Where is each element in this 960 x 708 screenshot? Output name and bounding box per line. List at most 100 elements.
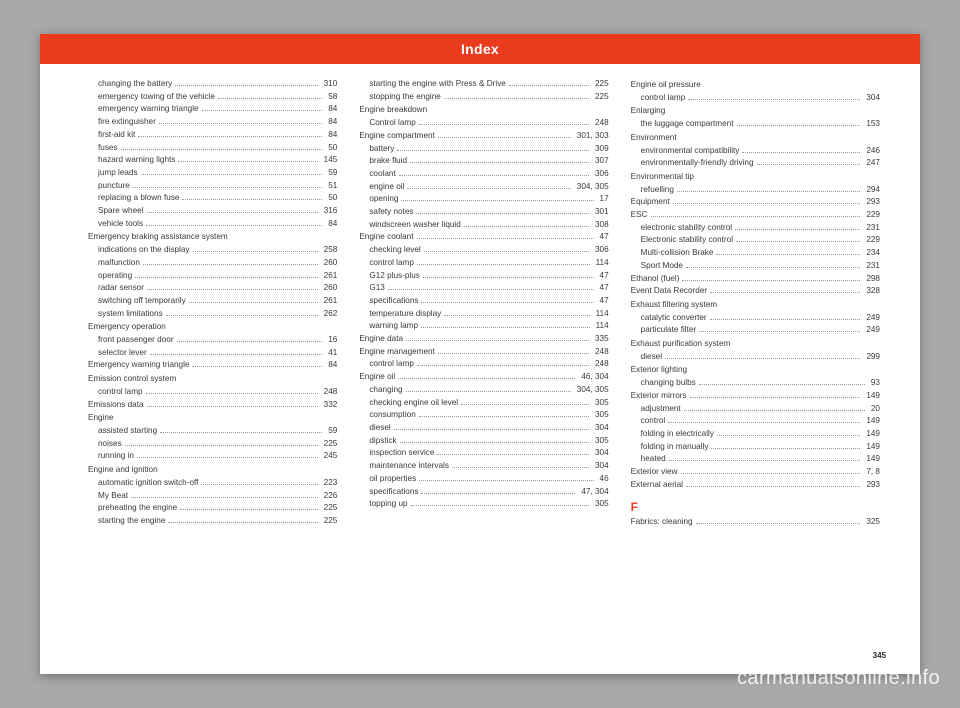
index-entry-label: G13 [369,282,384,295]
leader-dots [147,289,318,290]
leader-dots [696,523,861,524]
index-entry-page: 225 [321,502,338,515]
index-entry-label: coolant [369,168,395,181]
index-entry-page: 305 [592,397,609,410]
index-entry-page: 234 [863,247,880,260]
index-entry-label: preheating the engine [98,502,177,515]
index-entry: Engine management248 [359,346,608,359]
index-entry-label: temperature display [369,308,441,321]
index-entry-label: control lamp [641,92,686,105]
leader-dots [665,358,860,359]
index-entry: indications on the display258 [88,244,337,257]
index-entry: malfunction260 [88,257,337,270]
index-heading: Engine breakdown [359,103,608,117]
index-heading: Engine and ignition [88,463,337,477]
leader-dots [699,384,865,385]
index-entry: ESC229 [631,209,880,222]
leader-dots [673,203,861,204]
index-entry: checking engine oil level305 [359,397,608,410]
index-entry: Engine oil46, 304 [359,371,608,384]
index-entry-label: noises [98,438,122,451]
index-entry-label: Control lamp [369,117,415,130]
index-entry-label: refuelling [641,184,674,197]
index-entry-label: vehicle tools [98,218,143,231]
index-heading: Emergency operation [88,320,337,334]
index-entry: noises225 [88,438,337,451]
leader-dots [688,99,860,100]
leader-dots [399,175,589,176]
leader-dots [686,486,860,487]
leader-dots [407,188,570,189]
leader-dots [710,292,860,293]
index-entry-page: 149 [863,441,880,454]
leader-dots [423,277,594,278]
index-entry-page: 316 [321,205,338,218]
leader-dots [189,302,318,303]
index-entry-page: 47 [597,270,609,283]
leader-dots [178,161,317,162]
index-entry-label: battery [369,143,394,156]
index-entry: changing304, 305 [359,384,608,397]
index-entry: Sport Mode231 [631,260,880,273]
index-entry-label: control [641,415,666,428]
leader-dots [461,404,589,405]
leader-dots [682,280,860,281]
index-entry-label: windscreen washer liquid [369,219,460,232]
leader-dots [411,505,589,506]
index-entry-label: fuses [98,142,118,155]
index-entry-page: 294 [863,184,880,197]
index-entry: temperature display114 [359,308,608,321]
index-entry: refuelling 294 [631,184,880,197]
index-entry-page: 305 [592,409,609,422]
index-entry-label: safety notes [369,206,413,219]
page-number: 345 [873,651,886,660]
index-entry-label: External aerial [631,479,683,492]
leader-dots [137,457,318,458]
index-entry: Engine compartment301, 303 [359,130,608,143]
leader-dots [444,315,589,316]
leader-dots [141,174,323,175]
index-entry-page: 304, 305 [574,384,609,397]
index-entry-page: 46 [597,473,609,486]
index-entry-label: electronic stability control [641,222,732,235]
index-entry-page: 50 [325,192,337,205]
index-entry: control lamp304 [631,92,880,105]
index-entry-label: Fabrics: cleaning [631,516,693,529]
index-entry-page: 307 [592,155,609,168]
index-entry: heated149 [631,453,880,466]
index-entry: starting the engine225 [88,515,337,528]
index-entry: changing bulbs93 [631,377,880,390]
index-entry: Engine coolant47 [359,231,608,244]
index-entry-page: 332 [321,399,338,412]
index-entry: adjustment20 [631,403,880,416]
index-entry-page: 248 [321,386,338,399]
index-entry-label: assisted starting [98,425,157,438]
index-entry-page: 47, 304 [578,486,608,499]
leader-dots [147,406,318,407]
index-entry-label: automatic ignition switch-off [98,477,198,490]
index-entry: control lamp114 [359,257,608,270]
index-entry-label: catalytic converter [641,312,707,325]
leader-dots [757,164,861,165]
index-entry-label: particulate filter [641,324,697,337]
leader-dots [160,432,322,433]
index-entry-page: 298 [863,273,880,286]
index-entry-label: first-aid kit [98,129,135,142]
index-entry: replacing a blown fuse50 [88,192,337,205]
index-entry-page: 84 [325,129,337,142]
index-entry-label: G12 plus-plus [369,270,420,283]
leader-dots [710,319,861,320]
index-entry-page: 47 [597,295,609,308]
index-entry-label: changing the battery [98,78,172,91]
leader-dots [182,199,322,200]
leader-dots [677,191,860,192]
index-entry: consumption305 [359,409,608,422]
index-entry: fire extinguisher84 [88,116,337,129]
index-entry-page: 226 [321,490,338,503]
index-entry-page: 47 [597,231,609,244]
leader-dots [711,448,860,449]
index-entry-page: 231 [863,260,880,273]
index-entry: External aerial293 [631,479,880,492]
leader-dots [651,216,861,217]
index-entry-label: Ethanol (fuel) [631,273,680,286]
